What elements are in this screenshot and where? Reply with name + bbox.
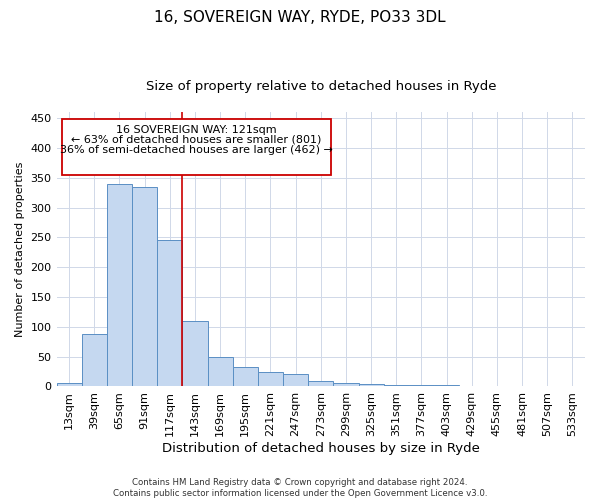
Bar [359,384,383,386]
Text: 16 SOVEREIGN WAY: 121sqm: 16 SOVEREIGN WAY: 121sqm [116,124,277,134]
Bar [233,368,258,386]
Bar [157,240,182,386]
Bar [409,384,434,386]
Bar [132,186,157,386]
Bar [56,384,82,386]
Y-axis label: Number of detached properties: Number of detached properties [15,162,25,337]
Bar [107,184,132,386]
Bar [308,381,334,386]
Bar [82,334,107,386]
Bar [208,356,233,386]
Bar [383,384,409,386]
X-axis label: Distribution of detached houses by size in Ryde: Distribution of detached houses by size … [162,442,480,455]
FancyBboxPatch shape [62,119,331,176]
Bar [283,374,308,386]
Bar [182,321,208,386]
Title: Size of property relative to detached houses in Ryde: Size of property relative to detached ho… [146,80,496,93]
Bar [258,372,283,386]
Bar [334,384,359,386]
Text: Contains HM Land Registry data © Crown copyright and database right 2024.
Contai: Contains HM Land Registry data © Crown c… [113,478,487,498]
Text: ← 63% of detached houses are smaller (801): ← 63% of detached houses are smaller (80… [71,134,322,144]
Text: 16, SOVEREIGN WAY, RYDE, PO33 3DL: 16, SOVEREIGN WAY, RYDE, PO33 3DL [154,10,446,25]
Text: 36% of semi-detached houses are larger (462) →: 36% of semi-detached houses are larger (… [60,144,333,154]
